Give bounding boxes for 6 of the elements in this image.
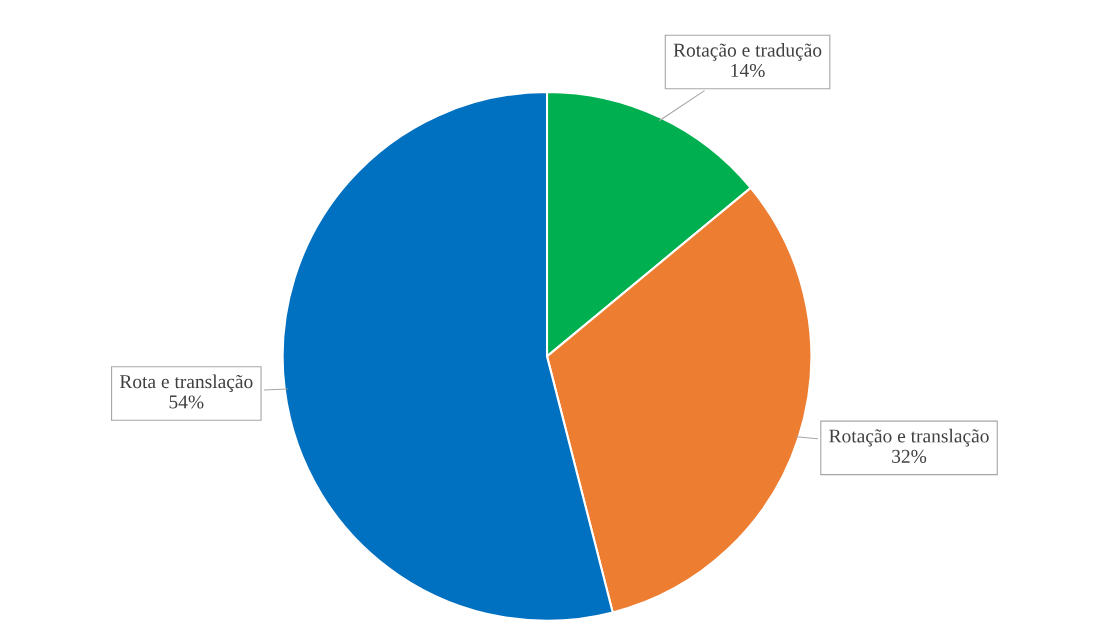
- data-label: 54%: [169, 395, 204, 409]
- slice-label: Rota e translação: [119, 374, 253, 393]
- data-label: 14%: [731, 63, 765, 78]
- data-label: 32%: [892, 449, 927, 463]
- slice-label: Rotação e translação: [829, 428, 989, 447]
- slice-label: Rotação e tradução: [673, 43, 822, 61]
